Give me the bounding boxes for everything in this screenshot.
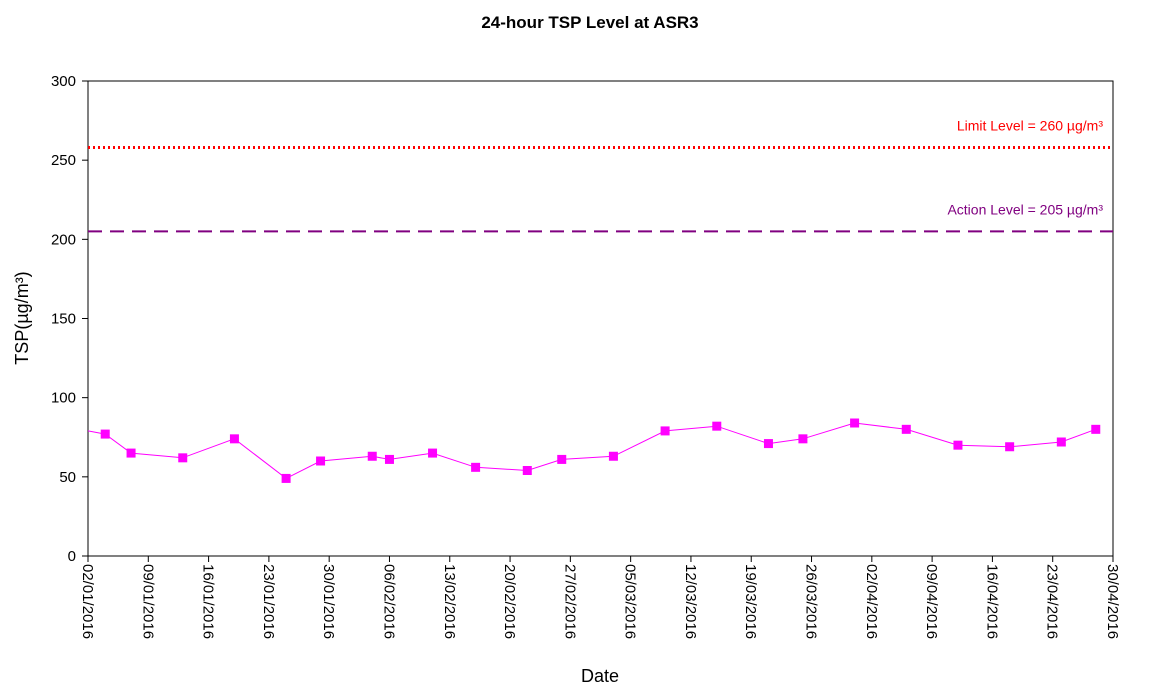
data-point	[367, 451, 377, 461]
reference-lines: Limit Level = 260 µg/m³ Action Level = 20…	[88, 118, 1113, 233]
data-point	[901, 424, 911, 434]
x-tick-label: 02/04/2016	[863, 564, 880, 639]
data-point	[384, 454, 394, 464]
x-axis: 02/01/2016 09/01/2016 16/01/2016 23/01/2016…	[79, 556, 1121, 639]
x-tick-label: 27/02/2016	[561, 564, 578, 639]
y-tick-label: 300	[51, 73, 76, 90]
data-point	[471, 462, 481, 472]
data-point	[178, 453, 188, 463]
limit-level-label: Limit Level = 260 µg/m³	[957, 118, 1104, 134]
data-point	[126, 448, 136, 458]
x-tick-label: 02/01/2016	[79, 564, 96, 639]
x-axis-label: Date	[581, 666, 619, 686]
x-tick-label: 12/03/2016	[682, 564, 699, 639]
x-tick-label: 16/04/2016	[983, 564, 1000, 639]
data-point	[428, 448, 438, 458]
x-tick-label: 06/02/2016	[380, 564, 397, 639]
action-level-label: Action Level = 205 µg/m³	[947, 201, 1103, 217]
series-line	[87, 422, 1096, 479]
data-point	[1091, 424, 1101, 434]
x-tick-label: 09/01/2016	[139, 564, 156, 639]
x-tick-label: 23/04/2016	[1044, 564, 1061, 639]
y-tick-label: 50	[59, 469, 76, 486]
data-point	[660, 426, 670, 436]
data-point	[522, 466, 532, 475]
data-point	[100, 429, 110, 439]
data-point	[712, 421, 722, 431]
data-point	[953, 440, 963, 450]
x-tick-label: 09/04/2016	[923, 564, 940, 639]
chart-title: 24-hour TSP Level at ASR3	[481, 13, 698, 32]
y-tick-label: 100	[51, 390, 76, 407]
x-tick-label: 19/03/2016	[742, 564, 759, 639]
y-axis: 0 50 100 150 200 250 300	[51, 73, 88, 565]
x-tick-label: 16/01/2016	[200, 564, 217, 639]
data-point	[763, 439, 773, 449]
x-tick-label: 26/03/2016	[803, 564, 820, 639]
data-point	[798, 434, 808, 444]
y-tick-label: 0	[68, 548, 76, 565]
y-tick-label: 200	[51, 231, 76, 248]
data-point	[229, 434, 239, 444]
y-axis-label: TSP(µg/m³)	[12, 271, 32, 364]
data-point	[850, 418, 860, 428]
data-point	[557, 454, 567, 464]
x-tick-label: 13/02/2016	[441, 564, 458, 639]
plot-area	[87, 80, 1114, 557]
x-tick-label: 23/01/2016	[260, 564, 277, 639]
y-tick-label: 150	[51, 311, 76, 328]
x-tick-label: 30/04/2016	[1104, 564, 1121, 639]
x-tick-label: 30/01/2016	[320, 564, 337, 639]
y-tick-label: 250	[51, 152, 76, 169]
data-point	[281, 473, 291, 483]
x-tick-label: 05/03/2016	[622, 564, 639, 639]
data-point	[1005, 442, 1015, 452]
series-layer	[87, 418, 1101, 483]
x-tick-label: 20/02/2016	[501, 564, 518, 639]
data-point	[1056, 437, 1066, 447]
data-point	[608, 451, 618, 461]
data-point	[316, 456, 326, 466]
